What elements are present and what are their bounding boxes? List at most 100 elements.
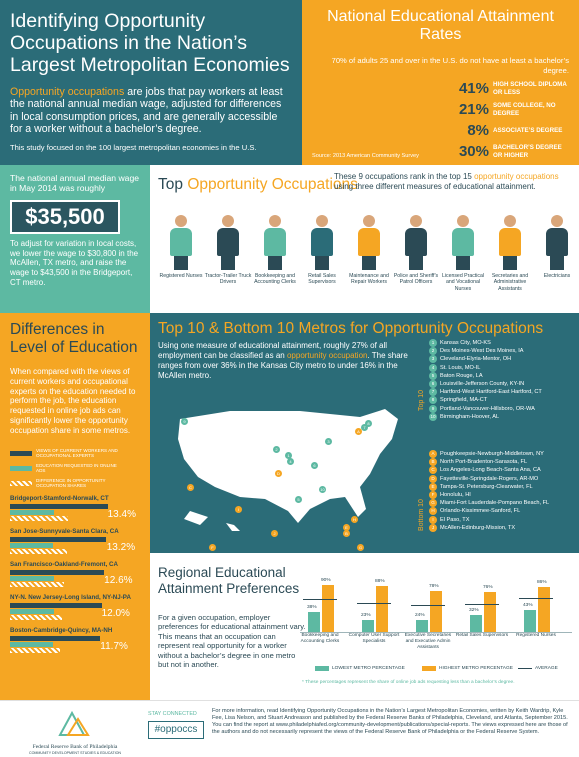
metro-marker: 4	[429, 363, 437, 372]
hashtag-link[interactable]: #oppoccs	[148, 721, 204, 739]
attainment-panel: National Educational Attainment Rates 70…	[302, 0, 579, 165]
metro-marker: 2	[429, 347, 437, 356]
metro-marker: J	[429, 523, 437, 532]
bar-difference	[10, 647, 61, 653]
legend-swatch	[10, 450, 32, 456]
map-marker: 1	[285, 452, 292, 459]
attainment-rate-row: 8% ASSOCIATE’S DEGREE	[312, 122, 569, 139]
rate-label: BACHELOR’S DEGREE OR HIGHER	[493, 144, 562, 159]
metro-marker: D	[429, 474, 437, 483]
figure-head	[504, 215, 516, 227]
metro-list-item: A Poughkeepsie-Newburgh-Middletown, NY	[429, 450, 549, 458]
bar-difference	[10, 614, 62, 620]
org-name: Federal Reserve Bank of Philadelphia	[32, 744, 118, 750]
figure-body	[311, 228, 333, 256]
map-marker: 9	[181, 418, 188, 425]
label-lowest: 23%	[361, 613, 371, 619]
figure-legs	[268, 256, 282, 270]
bar-difference	[10, 548, 67, 554]
bar-online-ads	[10, 542, 54, 548]
metro-list-item: 1 Kansas City, MO-KS	[429, 339, 542, 347]
bar-online-ads	[10, 608, 54, 614]
difference-value: 13.2%	[106, 541, 136, 553]
metro-list-name: Los Angeles-Long Beach-Santa Ana, CA	[440, 467, 541, 474]
occupation-figure	[354, 215, 384, 271]
category-label: Retail Sales Supervisors	[455, 633, 509, 638]
rate-label: SOME COLLEGE, NO DEGREE	[493, 102, 556, 117]
map-marker: 6	[311, 462, 318, 469]
differences-legend: VIEWS OF CURRENT WORKERS AND OCCUPATIONA…	[10, 448, 140, 489]
figure-head	[551, 215, 563, 227]
regional-footnote: * These percentages represent the share …	[302, 680, 515, 685]
metro-marker: A	[429, 450, 437, 458]
metro-list-name: Kansas City, MO-KS	[440, 340, 491, 346]
metro-marker: G	[429, 499, 437, 508]
occupation-figure	[307, 215, 337, 271]
attainment-rates: 41% HIGH SCHOOL DIPLOMA OR LESS 21% SOME CO…	[312, 80, 569, 160]
metro-list-item: 5 Baton Rouge, LA	[429, 371, 542, 380]
bar-difference	[10, 515, 68, 521]
footer-info: For more information, read Identifying O…	[212, 708, 568, 735]
figure-head	[222, 215, 234, 227]
figure-head	[175, 215, 187, 227]
attainment-rate-row: 41% HIGH SCHOOL DIPLOMA OR LESS	[312, 80, 569, 97]
metro-list-name: Honolulu, HI	[440, 492, 471, 499]
bottom10-list: A Poughkeepsie-Newburgh-Middletown, NY B No…	[429, 450, 549, 532]
bar-lowest	[362, 620, 374, 632]
metro-bars: 13.4%	[10, 503, 140, 522]
bar-online-ads	[10, 641, 54, 647]
us-map	[178, 409, 398, 531]
occupation-figure	[495, 215, 525, 271]
difference-metro: San Francisco-Oakland-Fremont, CA 12.6%	[10, 561, 140, 588]
metro-marker: 5	[429, 371, 437, 380]
metros-panel: Top 10 & Bottom 10 Metros for Opportunit…	[150, 313, 579, 553]
metro-list-item: 7 Hartford-West Hartford-East Hartford, C…	[429, 388, 542, 397]
occupation-figure	[401, 215, 431, 271]
bar-highest	[484, 592, 496, 632]
bar-highest	[538, 587, 550, 632]
legend-swatch-high	[422, 666, 436, 671]
figure-body	[217, 228, 239, 256]
map-marker: I	[235, 506, 242, 513]
category-label: Registered Nurses	[516, 633, 556, 638]
figure-legs	[315, 256, 329, 270]
figure-head	[410, 215, 422, 227]
metro-list-item: 10 Birmingham-Hoover, AL	[429, 412, 542, 421]
metro-bars: 13.2%	[10, 536, 140, 555]
metro-list-item: C Los Angeles-Long Beach-Santa Ana, CA	[429, 466, 549, 475]
bar-lowest	[308, 612, 320, 632]
bank-logo-icon	[58, 710, 90, 736]
metro-marker: 7	[429, 388, 437, 397]
average-line	[303, 598, 337, 600]
metro-list-name: Baton Rouge, LA	[440, 372, 483, 379]
metro-marker: 10	[429, 412, 437, 421]
bar-highest	[322, 585, 334, 632]
occupation-label: Tractor-Trailer Truck Drivers	[204, 273, 252, 286]
average-line	[411, 605, 445, 607]
occupations-panel: Top Opportunity Occupations These 9 occu…	[150, 165, 579, 313]
metro-list-name: El Paso, TX	[440, 516, 470, 523]
metro-list-name: Portland-Vancouver-Hillsboro, OR-WA	[440, 405, 535, 412]
rate-percent: 21%	[458, 101, 489, 118]
map-marker: A	[355, 428, 362, 435]
figure-legs	[503, 256, 517, 270]
map-marker: G	[357, 544, 364, 551]
rate-percent: 30%	[458, 143, 489, 160]
metro-bars: 11.7%	[10, 635, 140, 654]
fed-logo: Federal Reserve Bank of Philadelphia COM…	[20, 709, 130, 755]
metro-marker: 1	[429, 339, 437, 347]
bar-experts	[10, 503, 108, 509]
chart-baseline	[300, 632, 572, 633]
difference-value: 12.6%	[104, 574, 133, 586]
metro-marker: H	[429, 507, 437, 516]
occupation-figure	[166, 215, 196, 271]
rate-label: HIGH SCHOOL DIPLOMA OR LESS	[493, 81, 567, 96]
category-label: Computer User Support Specialists	[348, 633, 400, 644]
rate-percent: 41%	[458, 80, 489, 97]
metro-list-name: McAllen-Edinburg-Mission, TX	[440, 524, 516, 531]
metro-marker: C	[429, 466, 437, 475]
map-marker: J	[271, 530, 278, 537]
figure-body	[170, 228, 192, 256]
map-hawaii	[226, 523, 240, 531]
metro-name: San Jose-Sunnyvale-Santa Clara, CA	[10, 527, 119, 535]
